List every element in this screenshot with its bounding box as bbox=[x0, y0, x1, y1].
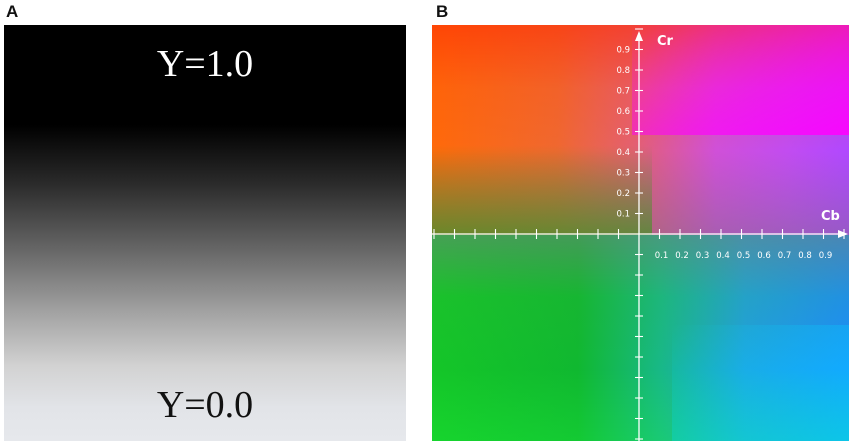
cr-tick-label: 0.3 bbox=[616, 169, 630, 179]
cr-axis-title: Cr bbox=[657, 34, 674, 49]
cb-tick-label: 0.8 bbox=[798, 251, 812, 261]
luminance-gradient-panel: Y=1.0 Y=0.0 bbox=[4, 25, 406, 441]
cr-tick-label: 0.1 bbox=[616, 210, 630, 220]
cb-tick-label: 0.4 bbox=[716, 251, 730, 261]
chroma-plane-panel: 0.9 0.8 0.7 0.6 0.5 0.4 0.3 0.2 0.1 0.1 0.2 0.3 0.4 0… bbox=[432, 25, 849, 441]
chroma-magenta-region bbox=[632, 25, 849, 135]
cb-tick-label: 0.3 bbox=[696, 251, 710, 261]
cr-tick-label: 0.4 bbox=[616, 148, 630, 158]
panel-b-label: B bbox=[436, 2, 449, 21]
cb-axis-title: Cb bbox=[821, 209, 840, 224]
cr-tick-label: 0.2 bbox=[616, 189, 630, 199]
cr-tick-label: 0.5 bbox=[616, 128, 630, 138]
cr-axis-arrow bbox=[635, 31, 643, 41]
cb-tick-label: 0.2 bbox=[675, 251, 689, 261]
cr-tick-label: 0.8 bbox=[616, 66, 630, 76]
cb-tick-label: 0.6 bbox=[757, 251, 771, 261]
luminance-max-label: Y=1.0 bbox=[156, 43, 254, 85]
panel-a-label: A bbox=[6, 2, 19, 21]
cb-tick-label: 0.1 bbox=[655, 251, 669, 261]
cr-tick-label: 0.9 bbox=[616, 46, 630, 56]
cb-tick-label: 0.7 bbox=[778, 251, 792, 261]
luminance-min-label: Y=0.0 bbox=[156, 384, 254, 426]
cr-tick-label: 0.7 bbox=[616, 87, 630, 97]
cb-tick-label: 0.5 bbox=[737, 251, 751, 261]
cbcr-axes: 0.9 0.8 0.7 0.6 0.5 0.4 0.3 0.2 0.1 0.1 0.2 0.3 0.4 0… bbox=[432, 28, 848, 441]
cr-tick-label: 0.6 bbox=[616, 107, 630, 117]
cb-tick-label: 0.9 bbox=[819, 251, 833, 261]
chroma-cyan-region bbox=[672, 325, 849, 441]
cb-axis-arrow bbox=[838, 230, 848, 238]
